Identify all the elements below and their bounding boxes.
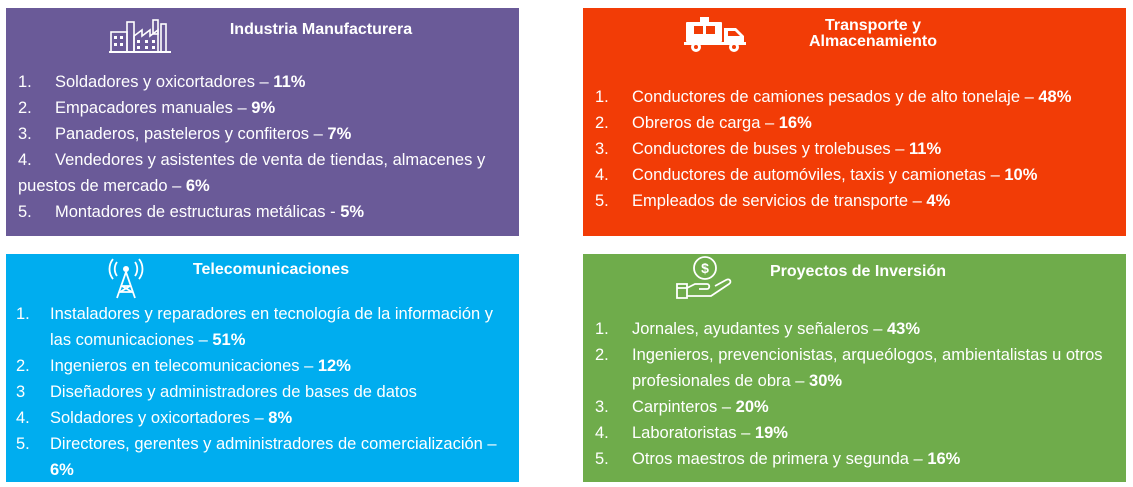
list-item: 1. Conductores de camiones pesados y de a… <box>595 88 1072 106</box>
list-item: 4. Soldadores y oxicortadores – 8% <box>16 409 293 427</box>
panel-title: Industria Manufacturera <box>229 21 413 38</box>
list-item: 1. Soldadores y oxicortadores – 11% <box>18 73 306 91</box>
list-item: 5. Montadores de estructuras metálicas - … <box>18 203 365 221</box>
list-item: 1. Jornales, ayudantes y señaleros – 43% <box>595 320 921 338</box>
antenna-tower-icon <box>108 258 144 299</box>
panel-industria-manufacturera: Industria Manufacturera 1. Soldadores y o… <box>6 8 519 236</box>
list-item: 3. Conductores de buses y trolebuses – 11… <box>595 140 942 158</box>
panel-title: Telecomunicaciones <box>192 261 350 278</box>
occupation-list: 1. Conductores de camiones pesados y de a… <box>595 84 1120 214</box>
list-item: 2. Ingenieros en telecomunicaciones – 12% <box>16 357 351 375</box>
panel-proyectos-inversion: $ Proyectos de Inversión 1. Jornales, ayu… <box>583 254 1126 482</box>
panel-title: Proyectos de Inversión <box>769 263 947 280</box>
list-item: 5. Empleados de servicios de transporte –… <box>595 192 951 210</box>
list-item: 1. Instaladores y reparadores en tecnolog… <box>16 305 494 349</box>
panel-transporte-almacenamiento: Transporte y Almacenamiento 1. Conductore… <box>583 8 1126 236</box>
list-item: 2. Obreros de carga – 16% <box>595 114 812 132</box>
panel-telecomunicaciones: Telecomunicaciones 1. Instaladores y repa… <box>6 254 519 482</box>
occupation-list: 1. Jornales, ayudantes y señaleros – 43% … <box>595 316 1115 472</box>
list-item: 4. Vendedores y asistentes de venta de ti… <box>18 151 486 195</box>
factory-icon <box>109 19 171 53</box>
list-item: 3. Panaderos, pasteleros y confiteros – 7… <box>18 125 352 143</box>
delivery-truck-icon <box>684 17 746 52</box>
list-item: 2. Empacadores manuales – 9% <box>18 99 276 117</box>
list-item: 3 Diseñadores y administradores de bases … <box>16 383 417 401</box>
list-item: 5. Otros maestros de primera y segunda – … <box>595 450 961 468</box>
money-hand-icon: $ <box>676 256 732 299</box>
list-item: 5. Directores, gerentes y administradores… <box>16 435 497 479</box>
list-item: 4. Laboratoristas – 19% <box>595 424 788 442</box>
occupation-list: 1. Instaladores y reparadores en tecnolog… <box>16 301 513 483</box>
list-item: 4. Conductores de automóviles, taxis y ca… <box>595 166 1038 184</box>
list-item: 3. Carpinteros – 20% <box>595 398 769 416</box>
svg-text:$: $ <box>701 260 709 276</box>
panel-title: Transporte y Almacenamiento <box>808 17 938 50</box>
list-item: 2. Ingenieros, prevencionistas, arqueólog… <box>595 346 1103 390</box>
occupation-list: 1. Soldadores y oxicortadores – 11% 2. Emp… <box>18 69 513 225</box>
